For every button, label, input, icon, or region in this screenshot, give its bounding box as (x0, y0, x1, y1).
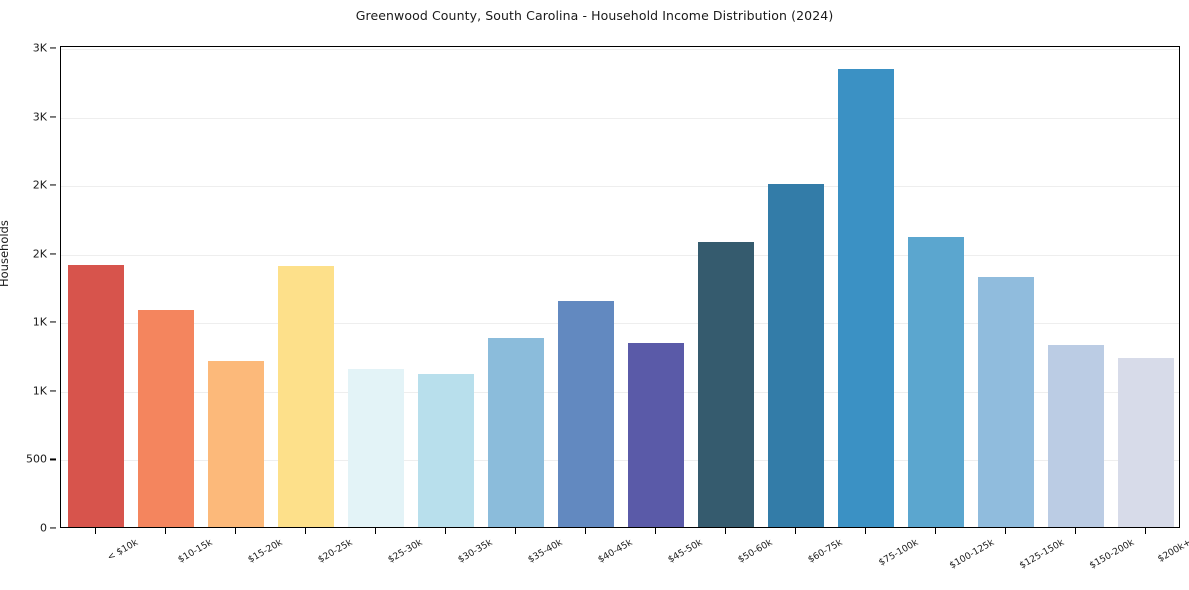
chart-title: Greenwood County, South Carolina - House… (355, 8, 834, 23)
x-tick-mark (445, 528, 447, 534)
bar[interactable] (1048, 345, 1104, 527)
x-tick-mark (305, 528, 307, 534)
bar[interactable] (138, 310, 194, 527)
plot-area (60, 46, 1180, 528)
x-tick-label: $25-30k (386, 537, 425, 566)
gridline (61, 254, 1179, 256)
bar[interactable] (1118, 358, 1174, 527)
gridline (61, 186, 1179, 188)
y-tick-mark (50, 253, 56, 255)
y-tick-label: 2K (32, 178, 47, 192)
y-tick-label: 2K (32, 247, 47, 261)
x-tick-mark (935, 528, 937, 534)
x-tick-mark (165, 528, 167, 534)
y-tick-label: 3K (32, 41, 47, 55)
x-tick-mark (95, 528, 97, 534)
x-tick-label: $50-60k (736, 537, 775, 566)
y-tick-mark (50, 390, 56, 392)
x-tick-mark (865, 528, 867, 534)
y-tick-mark (50, 321, 56, 323)
x-tick-mark (515, 528, 517, 534)
x-tick-mark (585, 528, 587, 534)
bar[interactable] (698, 241, 754, 527)
x-tick-mark (375, 528, 377, 534)
bar[interactable] (558, 301, 614, 527)
y-tick-label: 500 (26, 452, 47, 466)
y-tick-label: 0 (40, 521, 47, 535)
x-tick-label: $125-150k (1017, 537, 1067, 572)
gridline (61, 49, 1179, 50)
x-axis: < $10k $10-15k $15-20k $20-25k $25-30k $30-35… (0, 528, 1189, 590)
y-tick-label: 1K (32, 315, 47, 329)
x-tick-label: $150-200k (1087, 537, 1137, 572)
x-tick-mark (1075, 528, 1077, 534)
x-tick-label: $35-40k (526, 537, 565, 566)
bar[interactable] (348, 369, 404, 527)
x-tick-label: $15-20k (246, 537, 285, 566)
bar[interactable] (418, 373, 474, 527)
x-tick-label: $40-45k (596, 537, 635, 566)
x-tick-label: $100-125k (947, 537, 997, 572)
bar[interactable] (68, 264, 124, 527)
bar[interactable] (628, 343, 684, 527)
x-tick-mark (655, 528, 657, 534)
bar[interactable] (768, 184, 824, 527)
x-tick-label: $45-50k (666, 537, 705, 566)
gridline (61, 460, 1179, 462)
x-tick-mark (235, 528, 237, 534)
gridline (61, 323, 1179, 325)
gridline (61, 391, 1179, 393)
y-tick-mark (50, 47, 56, 49)
x-tick-label: $75-100k (876, 537, 921, 569)
y-tick-label: 3K (32, 110, 47, 124)
x-tick-mark (1145, 528, 1147, 534)
bar[interactable] (908, 236, 964, 527)
x-tick-label: < $10k (105, 537, 140, 564)
bar[interactable] (838, 68, 894, 527)
x-tick-mark (1005, 528, 1007, 534)
y-tick-mark (50, 527, 56, 529)
y-tick-mark (50, 184, 56, 186)
x-tick-label: $20-25k (316, 537, 355, 566)
y-tick-mark (50, 116, 56, 118)
bar[interactable] (488, 338, 544, 527)
x-tick-label: $30-35k (456, 537, 495, 566)
y-tick-mark (50, 458, 56, 460)
x-tick-label: $10-15k (176, 537, 215, 566)
x-tick-label: $200k+ (1155, 537, 1189, 565)
bar[interactable] (978, 276, 1034, 527)
x-tick-label: $60-75k (806, 537, 845, 566)
x-tick-mark (725, 528, 727, 534)
y-tick-label: 1K (32, 384, 47, 398)
bar[interactable] (208, 361, 264, 527)
bar[interactable] (278, 265, 334, 527)
y-axis: 0 500 1K 1K 2K 2K 3K 3K (0, 0, 60, 590)
x-tick-mark (795, 528, 797, 534)
gridline (61, 117, 1179, 119)
